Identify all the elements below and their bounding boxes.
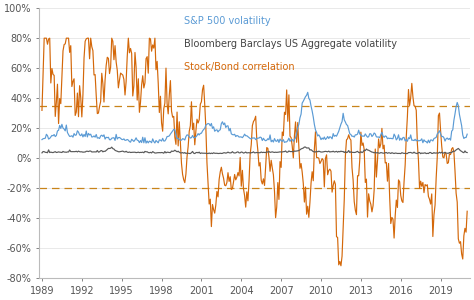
Text: S&P 500 volatility: S&P 500 volatility (183, 16, 270, 26)
Text: Stock/Bond correlation: Stock/Bond correlation (183, 62, 294, 72)
Text: Bloomberg Barclays US Aggregate volatility: Bloomberg Barclays US Aggregate volatili… (183, 39, 397, 49)
